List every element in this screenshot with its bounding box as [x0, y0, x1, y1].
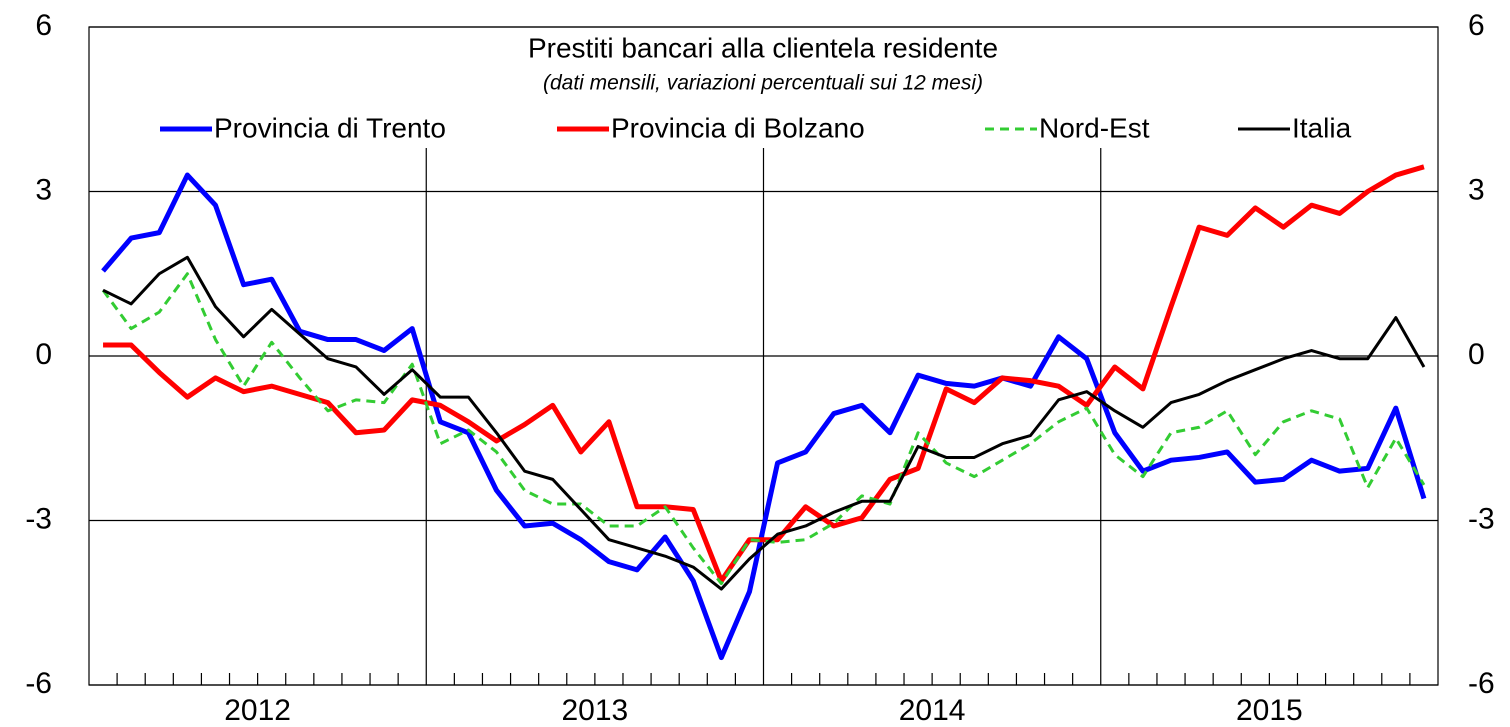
y-tick-label: 6	[35, 9, 52, 42]
y2-tick-label: -6	[1468, 667, 1495, 700]
chart-title: Prestiti bancari alla clientela resident…	[528, 32, 998, 63]
y-tick-label: -3	[25, 502, 52, 535]
y2-tick-label: 6	[1468, 9, 1485, 42]
legend-label: Provincia di Trento	[214, 112, 446, 143]
legend-label: Nord-Est	[1039, 112, 1150, 143]
chart-subtitle: (dati mensili, variazioni percentuali su…	[543, 72, 983, 95]
series-line	[101, 172, 1427, 661]
y2-tick-label: -3	[1468, 502, 1495, 535]
legend-label: Italia	[1292, 112, 1352, 143]
x-group-label: 2014	[899, 694, 966, 727]
y-tick-label: 3	[35, 173, 52, 206]
x-group-label: 2013	[562, 694, 629, 727]
y-tick-label: -6	[25, 667, 52, 700]
series-line	[103, 164, 1425, 584]
series-line	[102, 255, 1426, 591]
y2-tick-label: 3	[1468, 173, 1485, 206]
y2-tick-label: 0	[1468, 338, 1485, 371]
legend-label: Provincia di Bolzano	[611, 112, 865, 143]
y-tick-label: 0	[35, 338, 52, 371]
x-group-label: 2012	[224, 694, 291, 727]
plot-border	[88, 26, 1439, 686]
x-group-label: 2015	[1236, 694, 1303, 727]
